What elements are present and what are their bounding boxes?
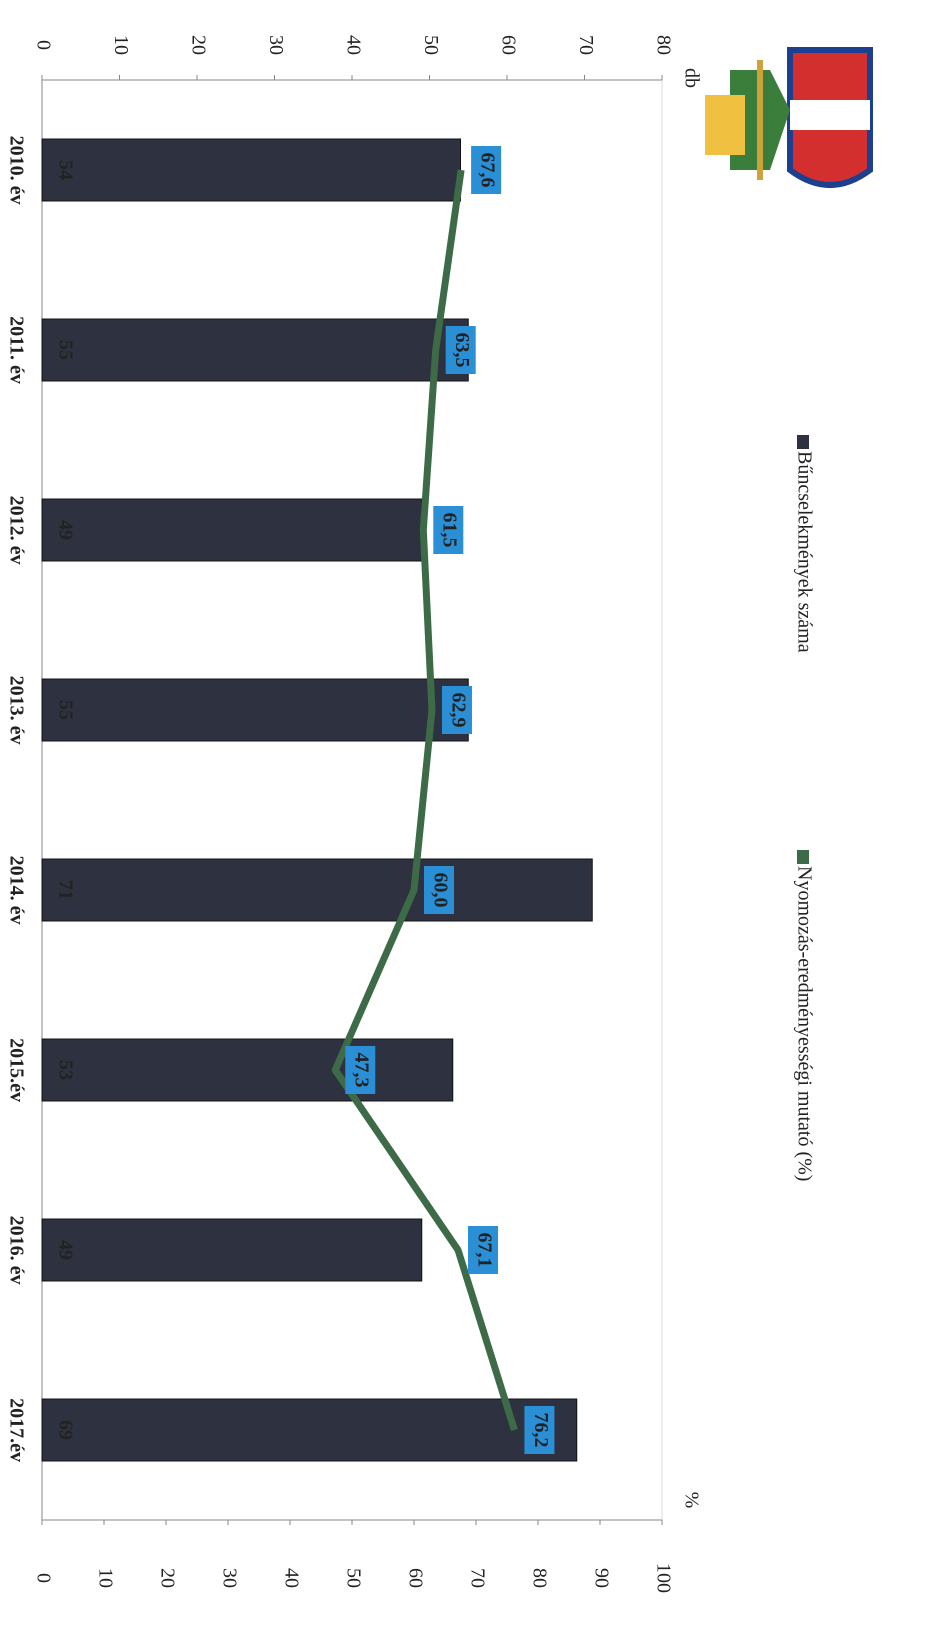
bar	[41, 498, 423, 562]
y-axis-label: db	[680, 68, 702, 88]
value-label: 47,3	[351, 1053, 373, 1088]
value-label: 67,6	[477, 153, 499, 188]
value-label: 63,5	[451, 333, 473, 368]
bar-label: 71	[54, 880, 76, 900]
bar-label: 54	[54, 160, 76, 180]
bar-label: 49	[54, 520, 76, 540]
bar	[41, 678, 469, 742]
x-tick-label: 2013. év	[5, 676, 27, 745]
y2-tick-label: 100	[652, 1563, 674, 1593]
x-tick-label: 2014. év	[5, 856, 27, 925]
bar	[41, 858, 593, 922]
value-label-box	[471, 146, 502, 194]
y-tick-label: 10	[110, 35, 132, 55]
x-tick-label: 2016. év	[5, 1216, 27, 1285]
x-tick-label: 2012. év	[5, 496, 27, 565]
y-tick-label: 40	[342, 35, 364, 55]
value-label-box	[424, 866, 454, 914]
value-label-box	[445, 326, 476, 374]
y-tick-label: 50	[420, 35, 442, 55]
y2-tick-label: 60	[404, 1568, 426, 1588]
value-label-box	[345, 1046, 376, 1094]
bar	[41, 138, 461, 202]
legend-marker	[797, 435, 809, 449]
y2-tick-label: 90	[590, 1568, 612, 1588]
y2-tick-label: 40	[280, 1568, 302, 1588]
y-tick-label: 80	[652, 35, 674, 55]
value-label: 61,5	[439, 513, 461, 548]
bar	[41, 1398, 578, 1462]
y2-tick-label: 0	[32, 1573, 54, 1583]
value-label-box	[433, 506, 464, 554]
legend-marker	[797, 850, 809, 864]
x-tick-label: 2017.év	[5, 1398, 27, 1462]
bar	[41, 318, 469, 382]
value-label-box	[441, 686, 472, 734]
bar-label: 53	[54, 1060, 76, 1080]
x-tick-label: 2015.év	[5, 1038, 27, 1102]
value-label: 60,0	[429, 873, 451, 908]
y2-axis-label: %	[680, 1492, 702, 1509]
y2-tick-label: 10	[94, 1568, 116, 1588]
bar-label: 49	[54, 1240, 76, 1260]
legend-label: Bűncselekmények száma	[793, 451, 815, 653]
bar-label: 55	[54, 700, 76, 720]
y2-tick-label: 30	[218, 1568, 240, 1588]
y-tick-label: 0	[32, 40, 54, 50]
bar	[41, 1218, 423, 1282]
line	[331, 169, 518, 1432]
x-tick-label: 2011. év	[5, 316, 27, 384]
y-tick-label: 70	[575, 35, 597, 55]
y2-tick-label: 70	[466, 1568, 488, 1588]
value-label-box	[524, 1406, 555, 1454]
bar-label: 69	[54, 1420, 76, 1440]
bar-label: 55	[54, 340, 76, 360]
y-tick-label: 60	[497, 35, 519, 55]
y-tick-label: 20	[187, 35, 209, 55]
value-label-box	[468, 1226, 499, 1274]
y2-tick-label: 20	[156, 1568, 178, 1588]
x-tick-label: 2010. év	[5, 136, 27, 205]
value-label: 76,2	[530, 1413, 552, 1448]
police-logo	[705, 47, 873, 188]
bar	[41, 1038, 454, 1102]
y2-tick-label: 80	[528, 1568, 550, 1588]
y-tick-label: 30	[265, 35, 287, 55]
value-label: 67,1	[473, 1233, 495, 1268]
legend-label: Nyomozás-eredményességi mutató (%)	[793, 866, 815, 1181]
y2-tick-label: 50	[342, 1568, 364, 1588]
value-label: 62,9	[447, 693, 469, 728]
